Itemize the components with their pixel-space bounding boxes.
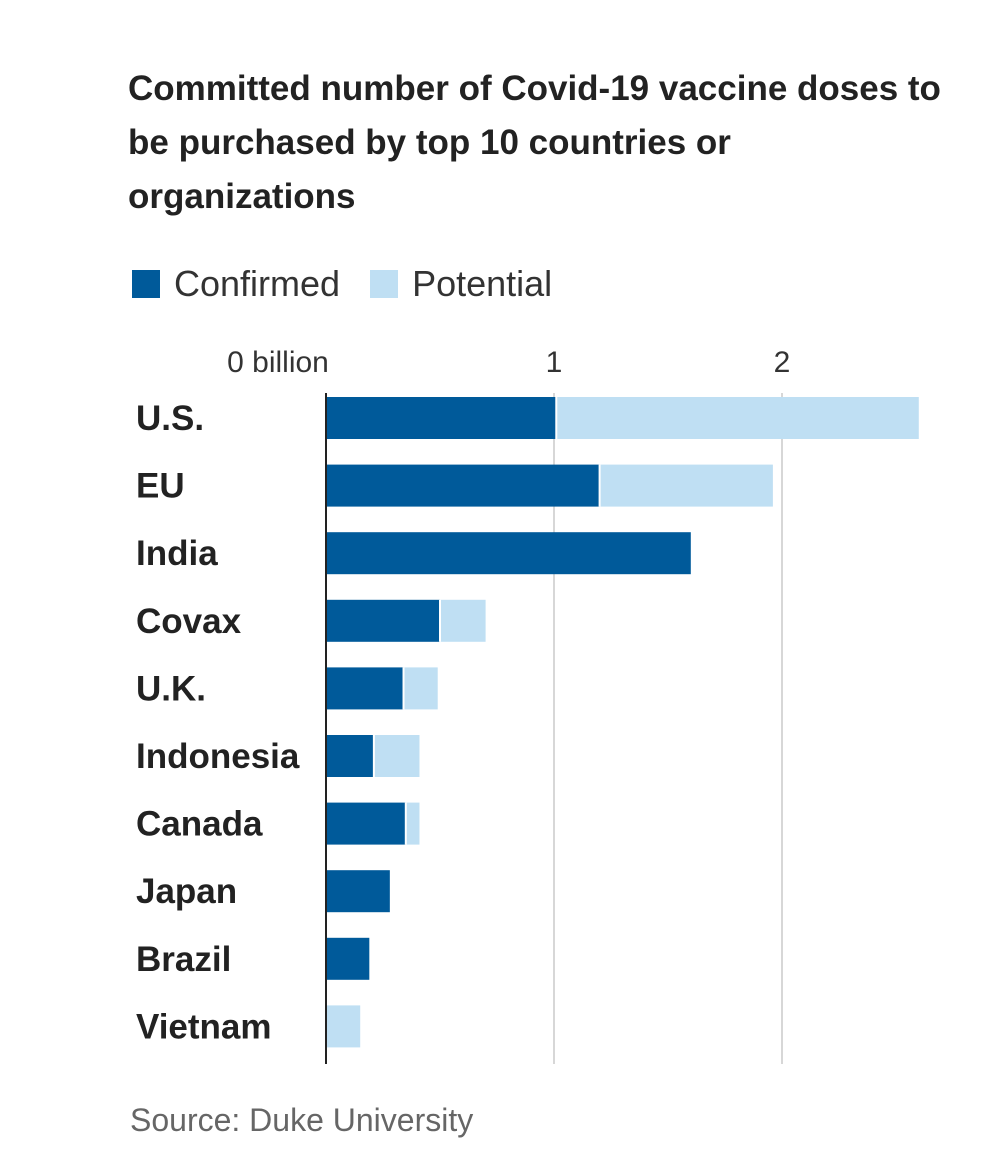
bar-potential-canada — [405, 802, 420, 845]
legend-item-potential: Potential — [370, 263, 552, 305]
category-label-canada: Canada — [136, 805, 263, 844]
bar-confirmed-canada — [326, 802, 406, 845]
bar-potential-vietnam — [326, 1005, 361, 1048]
bar-potential-covax — [440, 599, 486, 642]
category-label-covax: Covax — [136, 602, 242, 641]
category-label-brazil: Brazil — [136, 940, 231, 979]
x-tick-label-0: 0 billion — [227, 346, 329, 379]
category-label-japan: Japan — [136, 872, 237, 911]
legend: Confirmed Potential — [132, 260, 582, 308]
legend-swatch-confirmed — [132, 270, 160, 298]
category-label-uk: U.K. — [136, 669, 206, 708]
bar-confirmed-indonesia — [326, 735, 374, 777]
category-label-eu: EU — [136, 467, 185, 506]
bar-potential-eu — [599, 464, 773, 507]
bar-confirmed-japan — [326, 870, 390, 913]
x-tick-label-1: 1 — [546, 346, 563, 379]
category-label-vietnam: Vietnam — [136, 1007, 272, 1046]
chart-title: Committed number of Covid-19 vaccine dos… — [128, 69, 941, 216]
source-note: Source: Duke University — [130, 1102, 474, 1138]
bar-confirmed-eu — [326, 464, 600, 507]
category-label-indonesia: Indonesia — [136, 737, 300, 776]
category-label-us: U.S. — [136, 399, 204, 438]
bar-potential-indonesia — [373, 735, 420, 777]
legend-label-potential: Potential — [412, 263, 553, 304]
x-tick-label-2: 2 — [774, 346, 791, 379]
legend-label-confirmed: Confirmed — [174, 263, 341, 304]
bar-confirmed-india — [326, 532, 691, 575]
bar-potential-us — [556, 397, 919, 439]
bar-confirmed-uk — [326, 667, 404, 710]
category-label-india: India — [136, 534, 218, 573]
legend-swatch-potential — [370, 270, 399, 298]
bar-potential-uk — [403, 667, 438, 710]
bar-confirmed-us — [326, 397, 557, 439]
legend-item-confirmed: Confirmed — [132, 263, 340, 305]
bar-confirmed-brazil — [326, 937, 370, 980]
bar-confirmed-covax — [326, 599, 440, 642]
